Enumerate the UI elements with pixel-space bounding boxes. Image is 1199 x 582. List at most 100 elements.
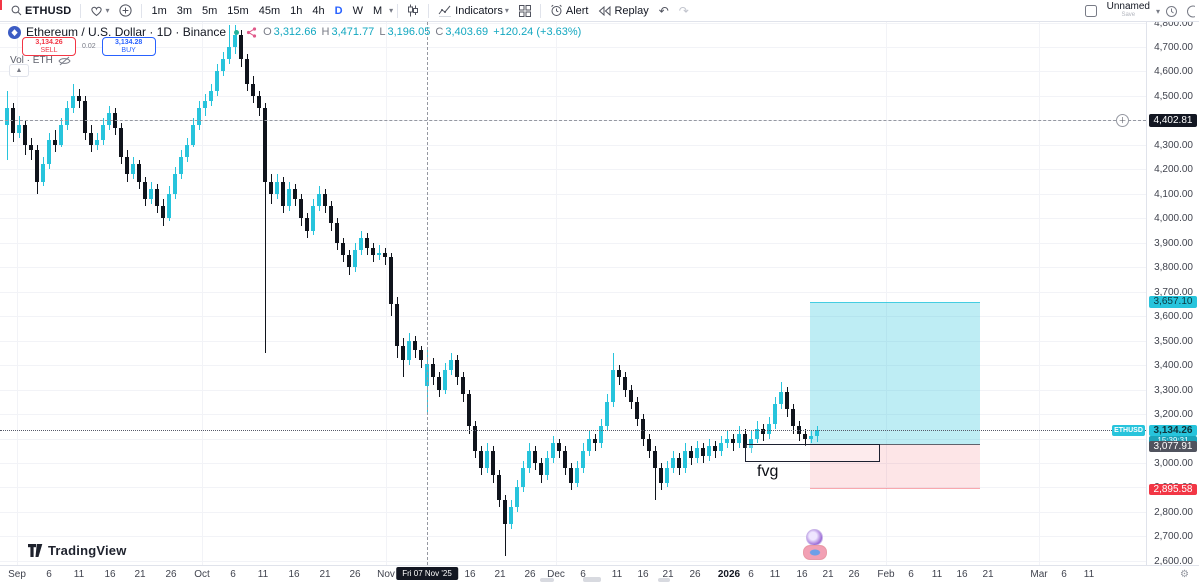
legend-symbol-title[interactable]: Ethereum / U.S. Dollar · 1D · Binance (26, 25, 227, 39)
position-entry-line[interactable] (810, 443, 980, 445)
buy-button[interactable]: 3,134.28 BUY (101, 37, 156, 56)
candle (263, 108, 267, 182)
tradingview-watermark[interactable]: TradingView (28, 543, 127, 558)
timeframe-button-1m[interactable]: 1m (151, 4, 167, 17)
add-alert-plus-icon[interactable]: ＋ (1116, 114, 1129, 127)
candle (131, 164, 135, 175)
undo-button[interactable]: ↶ (658, 3, 669, 18)
collapse-pane-button[interactable]: ▲ (9, 64, 29, 77)
pink-emoji-sticker[interactable] (803, 545, 827, 560)
layout-history-icon[interactable] (1165, 5, 1178, 18)
symbol-search-button[interactable]: ETHUSD (6, 0, 76, 21)
candle (731, 438, 735, 444)
candle (767, 423, 771, 434)
timeframe-button-M[interactable]: M (372, 4, 383, 17)
chart-style-button[interactable] (402, 0, 424, 21)
price-tick: 2,600.00 (1154, 555, 1193, 567)
candle (449, 360, 453, 370)
candle (743, 433, 747, 449)
gridline (0, 536, 1146, 538)
candle (377, 252, 381, 255)
eye-hidden-icon[interactable] (58, 56, 71, 66)
share-nodes-icon[interactable] (246, 26, 257, 38)
spread-value: 0.02 (82, 43, 96, 50)
candle-wick (379, 245, 380, 260)
compare-add-button[interactable] (114, 0, 137, 21)
candle-wick (265, 103, 266, 353)
price-tick: 4,500.00 (1154, 90, 1193, 102)
timeframe-button-3m[interactable]: 3m (176, 4, 193, 17)
candle (305, 218, 309, 231)
candle (155, 188, 159, 207)
candle (467, 394, 471, 427)
indicators-button[interactable]: Indicators ▾ (433, 0, 514, 21)
candle (701, 448, 705, 456)
gridline (0, 120, 1146, 122)
layout-grid-button[interactable] (514, 0, 536, 21)
chart-surface[interactable]: fvg ＋ ◆ Ethereum / U.S. Dollar · 1D · Bi… (0, 22, 1146, 565)
gridline (0, 389, 1146, 391)
clipped-avatar-icon[interactable] (1183, 5, 1195, 18)
bar-countdown-label: 15:39:31 (1149, 436, 1197, 446)
volume-label[interactable]: Vol · ETH (10, 55, 53, 66)
candle (503, 499, 507, 525)
price-axis[interactable]: 4,402.81 3,657.10 3,134.26 15:39:31 3,07… (1146, 18, 1199, 567)
clipped-bottom-toolbar-fragment (658, 578, 670, 582)
candle (401, 345, 405, 361)
candle (611, 370, 615, 402)
timeframe-button-1h[interactable]: 1h (290, 4, 303, 17)
time-axis[interactable]: Fri 07 Nov '25 ⚙ Sep 6 11 16 21 26 Oct 6 11 16 21 2… (0, 565, 1199, 582)
timeframe-button-15m[interactable]: 15m (227, 4, 249, 17)
sell-button[interactable]: 3,134.26 SELL (22, 37, 76, 56)
symbol-name[interactable]: ETHUSD (25, 4, 72, 17)
tradingview-logo-icon (28, 544, 43, 557)
candle (125, 157, 129, 175)
fvg-rectangle[interactable] (745, 443, 880, 463)
candle (383, 252, 387, 258)
change-readout: +120.24 (+3.63%) (493, 26, 582, 38)
axis-settings-gear-icon[interactable]: ⚙ (1180, 569, 1189, 580)
top-toolbar: ETHUSD ▾ 1m 3m 5m 15m 45m 1h 4h D W M ▾ Indicator… (0, 0, 1199, 22)
candle (533, 450, 537, 463)
timeframe-button-D[interactable]: D (334, 4, 343, 17)
candle (647, 438, 651, 451)
time-tick: 11 (257, 569, 269, 580)
time-tick: 21 (982, 569, 994, 580)
gridline (0, 316, 1146, 318)
select-square-icon[interactable] (1084, 5, 1097, 17)
purple-emoji-sticker[interactable] (806, 529, 823, 546)
entry-price-label: 3,077.91 (1149, 440, 1197, 452)
long-position-profit-box[interactable] (810, 302, 980, 444)
candle (623, 377, 627, 390)
candle (173, 174, 177, 194)
time-tick: Sep (8, 569, 26, 580)
layout-menu-button[interactable]: Unnamed Save (1107, 2, 1150, 20)
redo-button[interactable]: ↷ (678, 3, 689, 18)
candle (461, 377, 465, 395)
candle (689, 450, 693, 459)
timeframe-button-4h[interactable]: 4h (312, 4, 325, 17)
replay-button[interactable]: Replay (593, 0, 653, 21)
time-tick: 16 (956, 569, 968, 580)
favorites-button[interactable]: ▾ (85, 0, 114, 21)
time-tick: Feb (877, 569, 895, 580)
candle (35, 149, 39, 182)
time-tick: 26 (689, 569, 701, 580)
toolbar-separator (141, 3, 143, 18)
time-tick: Nov (377, 569, 395, 580)
timeframe-button-45m[interactable]: 45m (258, 4, 281, 17)
candle (791, 409, 795, 427)
timeframe-button-5m[interactable]: 5m (202, 4, 218, 17)
timeframe-button-W[interactable]: W (352, 4, 363, 17)
candle (677, 458, 681, 468)
alert-button[interactable]: Alert (545, 0, 594, 21)
candle (41, 164, 45, 182)
long-position-loss-box[interactable] (810, 443, 980, 489)
candle (665, 467, 669, 483)
fvg-text-label[interactable]: fvg (757, 463, 779, 481)
timeframes-expand-icon[interactable]: ▾ (389, 6, 394, 15)
candle (203, 100, 207, 109)
candle (197, 108, 201, 126)
gridline (0, 560, 1146, 562)
